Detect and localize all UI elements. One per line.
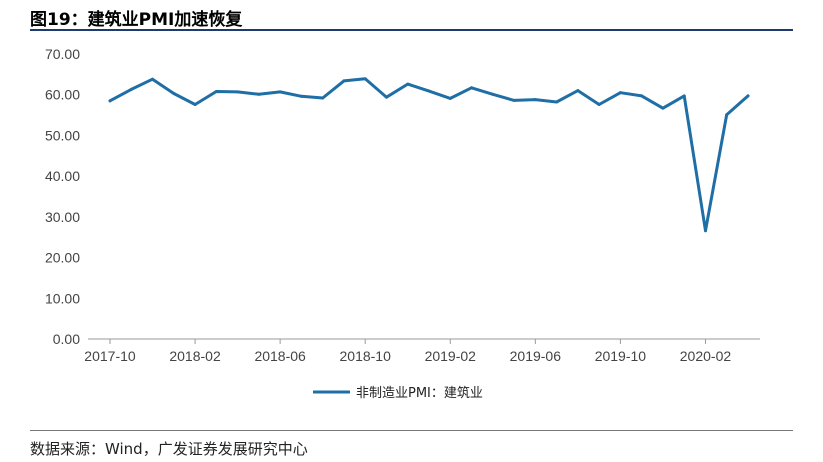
data-point (661, 106, 665, 110)
footer-divider (30, 430, 793, 431)
data-point (533, 98, 537, 102)
x-tick-label: 2019-10 (595, 348, 647, 364)
data-point (597, 102, 601, 106)
x-tick-label: 2020-02 (680, 348, 732, 364)
data-point (640, 94, 644, 98)
data-point (363, 77, 367, 81)
x-tick-label: 2019-02 (425, 348, 477, 364)
line-chart: 0.00 10.00 20.00 30.00 40.00 50.00 60.00 70.00 2… (45, 46, 760, 401)
x-tick-label: 2017-10 (84, 348, 136, 364)
data-point (470, 86, 474, 90)
title-bar: 图19：建筑业PMI加速恢复 (0, 0, 823, 31)
x-tick-label: 2018-02 (169, 348, 221, 364)
y-tick-label: 20.00 (45, 250, 80, 266)
data-point (491, 92, 495, 96)
y-tick-label: 30.00 (45, 209, 80, 225)
data-point (406, 82, 410, 86)
data-point (512, 98, 516, 102)
y-tick-label: 0.00 (53, 331, 80, 347)
y-tick-label: 10.00 (45, 290, 80, 306)
data-point (299, 94, 303, 98)
title-divider (30, 29, 793, 31)
data-point (129, 87, 133, 91)
data-point (448, 96, 452, 100)
legend-label: 非制造业PMI：建筑业 (356, 385, 483, 401)
data-point (236, 90, 240, 94)
data-point (108, 99, 112, 103)
data-point (725, 113, 729, 117)
x-tick-label: 2018-10 (340, 348, 392, 364)
x-tick-label: 2018-06 (254, 348, 306, 364)
y-tick-label: 70.00 (45, 46, 80, 62)
data-point (682, 94, 686, 98)
data-point (342, 79, 346, 83)
data-point (214, 89, 218, 93)
data-point (746, 94, 750, 98)
data-point (618, 91, 622, 95)
data-point (193, 102, 197, 106)
data-point (151, 77, 155, 81)
y-tick-label: 40.00 (45, 168, 80, 184)
source-note: 数据来源：Wind，广发证券发展研究中心 (30, 440, 308, 458)
chart-title: 图19：建筑业PMI加速恢复 (30, 10, 243, 30)
x-tick-label: 2019-06 (510, 348, 562, 364)
series-line (108, 77, 750, 233)
data-point (703, 229, 707, 233)
data-point (555, 100, 559, 104)
data-point (257, 92, 261, 96)
data-point (384, 95, 388, 99)
data-point (427, 89, 431, 93)
data-point (321, 96, 325, 100)
y-tick-label: 60.00 (45, 87, 80, 103)
data-point (576, 89, 580, 93)
data-point (172, 91, 176, 95)
y-tick-label: 50.00 (45, 127, 80, 143)
data-point (278, 90, 282, 94)
